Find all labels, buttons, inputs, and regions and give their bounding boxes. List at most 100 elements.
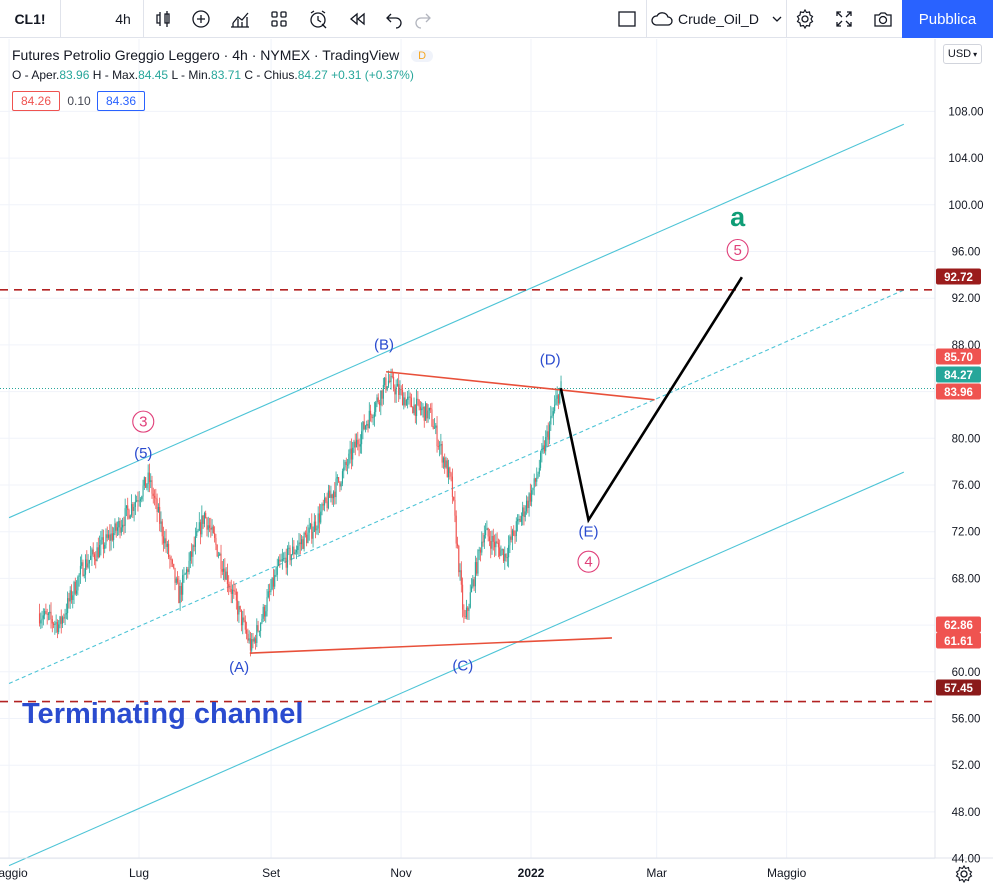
- candle-body: [243, 617, 245, 621]
- alert-clock-icon[interactable]: [301, 0, 335, 38]
- candle-body: [380, 390, 382, 406]
- redo-icon[interactable]: [406, 0, 440, 38]
- wave-label: (B): [374, 337, 394, 354]
- candle-body: [372, 417, 374, 419]
- candle-body: [315, 521, 317, 531]
- candle-body: [55, 622, 57, 624]
- candle-body: [500, 550, 502, 556]
- fullscreen-icon[interactable]: [827, 0, 861, 38]
- candle-body: [324, 497, 326, 506]
- candle-body: [396, 384, 398, 387]
- time-tick-label: 2022: [518, 866, 545, 880]
- symbol-search-button[interactable]: CL1!: [14, 11, 46, 27]
- candle-body: [226, 571, 228, 585]
- price-chart[interactable]: (5) 3 (A) (B) (C) (D) (E) 4 5 a Terminating chann…: [0, 39, 993, 891]
- candle-body: [99, 545, 101, 558]
- layout-name-label: Crude_Oil_D: [678, 11, 759, 27]
- candle-body: [499, 547, 501, 556]
- candle-body: [312, 531, 314, 539]
- chart-templates-icon[interactable]: [223, 0, 257, 38]
- replay-icon[interactable]: [340, 0, 374, 38]
- candle-body: [309, 523, 312, 528]
- chevron-down-icon: ▾: [973, 49, 978, 59]
- candle-body: [502, 549, 505, 562]
- candle-body: [174, 568, 176, 583]
- candle-body: [86, 559, 88, 568]
- candle-body: [505, 553, 507, 558]
- price-tick-label: 72.00: [952, 527, 981, 539]
- candle-body: [322, 504, 324, 506]
- candle-body: [543, 445, 545, 452]
- publish-button[interactable]: Pubblica: [902, 0, 993, 38]
- candle-body: [540, 452, 542, 468]
- candle-body: [206, 518, 208, 530]
- undo-icon[interactable]: [377, 0, 411, 38]
- candle-body: [410, 397, 413, 408]
- candle-body: [166, 543, 168, 547]
- candle-body: [559, 387, 561, 404]
- candle-body: [476, 562, 478, 574]
- candle-body: [41, 618, 43, 621]
- candle-body: [455, 515, 457, 544]
- price-tag-label: 62.86: [944, 620, 973, 632]
- candle-body: [307, 532, 309, 544]
- fullscreen-square-icon[interactable]: [611, 0, 643, 38]
- candle-body: [407, 396, 409, 400]
- candle-body: [462, 584, 464, 610]
- candle-body: [377, 397, 379, 403]
- candle-body: [252, 639, 254, 642]
- candle-body: [239, 606, 241, 610]
- candle-body: [472, 579, 474, 587]
- price-tick-label: 80.00: [952, 433, 981, 445]
- candles-style-icon[interactable]: [147, 0, 181, 38]
- candle-body: [483, 535, 485, 543]
- candle-body: [91, 549, 93, 556]
- time-tick-label: aggio: [0, 866, 28, 880]
- candle-body: [270, 589, 272, 593]
- candle-body: [345, 461, 347, 465]
- gear-icon[interactable]: [955, 864, 973, 884]
- layout-name-button[interactable]: Crude_Oil_D: [650, 0, 786, 38]
- candle-body: [330, 494, 332, 498]
- candle-body: [419, 406, 421, 411]
- price-tick-label: 76.00: [952, 480, 981, 492]
- sell-price-box[interactable]: 84.26: [12, 91, 60, 111]
- candle-body: [509, 536, 511, 546]
- price-tag-box: [936, 268, 981, 285]
- candle-body: [371, 414, 373, 419]
- currency-select[interactable]: USD ▾: [943, 44, 982, 64]
- candle-body: [123, 524, 125, 526]
- candle-body: [118, 520, 120, 528]
- indicators-icon[interactable]: [184, 0, 218, 38]
- wave-circle: [726, 238, 749, 262]
- price-tick-label: 56.00: [952, 714, 981, 726]
- candle-body: [83, 574, 85, 576]
- candle-body: [223, 568, 225, 572]
- interval-button[interactable]: 4h: [115, 11, 131, 27]
- camera-icon[interactable]: [866, 0, 900, 38]
- candle-body: [288, 547, 290, 549]
- candle-body: [275, 574, 277, 576]
- candle-body: [465, 607, 467, 618]
- candle-body: [542, 445, 544, 450]
- candle-body: [119, 520, 121, 533]
- candle-body: [413, 404, 415, 414]
- candle-body: [550, 416, 552, 425]
- candle-body: [293, 546, 295, 555]
- candle-body: [168, 543, 170, 558]
- settings-gear-icon[interactable]: [789, 0, 821, 38]
- candle-body: [441, 443, 443, 463]
- candle-body: [229, 586, 231, 589]
- candle-body: [300, 539, 303, 545]
- candle-body: [556, 395, 558, 399]
- candle-body: [367, 423, 369, 429]
- buy-price-box[interactable]: 84.36: [97, 91, 145, 111]
- candle-body: [97, 547, 99, 558]
- candle-body: [401, 389, 404, 406]
- candlesticks: [38, 368, 562, 657]
- candle-body: [494, 541, 496, 548]
- candle-body: [142, 485, 144, 497]
- candle-body: [220, 553, 222, 570]
- layout-grid-icon[interactable]: [262, 0, 296, 38]
- candle-body: [160, 521, 162, 524]
